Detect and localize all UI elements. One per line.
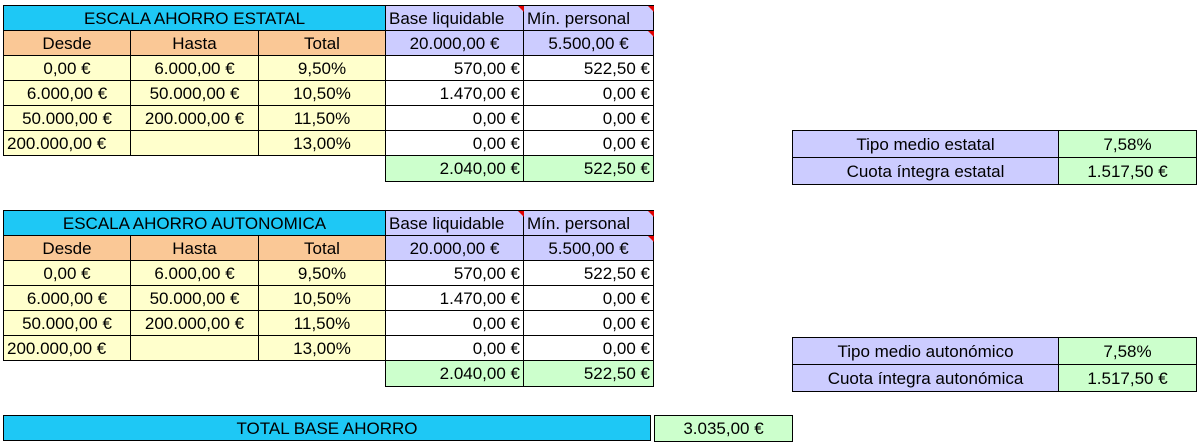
header-cell: Mín. personal <box>523 5 654 31</box>
table-cell: 0,00 € <box>523 130 654 156</box>
table-cell: 522,50 € <box>523 55 654 81</box>
table-cell: 0,00 € <box>385 105 524 131</box>
table-cell: 50.000,00 € <box>130 80 259 106</box>
base-value: 20.000,00 € <box>385 235 524 261</box>
summary-label: Cuota íntegra estatal <box>792 157 1059 185</box>
table-cell: 0,00 € <box>523 80 654 106</box>
table-cell: 0,00 € <box>523 310 654 336</box>
table-cell: 50.000,00 € <box>3 310 131 336</box>
table-cell: 522,50 € <box>523 260 654 286</box>
comment-marker <box>648 31 654 37</box>
grand-total-value: 3.035,00 € <box>654 415 793 442</box>
table-cell: 0,00 € <box>385 310 524 336</box>
comment-marker <box>518 6 524 12</box>
summary-value: 7,58% <box>1058 130 1197 158</box>
table-cell: 50.000,00 € <box>3 105 131 131</box>
table-cell <box>130 130 259 156</box>
comment-marker <box>648 236 654 242</box>
table-cell: 570,00 € <box>385 260 524 286</box>
table-cell: 10,50% <box>258 285 386 311</box>
grand-total-label: TOTAL BASE AHORRO <box>3 415 651 441</box>
comment-marker <box>648 6 654 12</box>
table-cell: 200.000,00 € <box>130 310 259 336</box>
table-cell: 0,00 € <box>3 55 131 81</box>
summary-label: Tipo medio autonómico <box>792 337 1059 365</box>
table-cell: 0,00 € <box>385 335 524 361</box>
table-cell: 6.000,00 € <box>130 260 259 286</box>
comment-marker <box>518 211 524 217</box>
summary-value: 1.517,50 € <box>1058 364 1197 392</box>
comment-marker <box>648 211 654 217</box>
total-cell: 522,50 € <box>523 360 654 387</box>
column-header: Desde <box>3 30 131 56</box>
table-cell: 1.470,00 € <box>385 285 524 311</box>
header-cell: Base liquidable <box>385 5 524 31</box>
table-cell: 200.000,00 € <box>3 130 131 156</box>
table-cell: 200.000,00 € <box>3 335 131 361</box>
table-cell: 50.000,00 € <box>130 285 259 311</box>
summary-value: 1.517,50 € <box>1058 157 1197 185</box>
min-value: 5.500,00 € <box>523 235 654 261</box>
table-cell: 6.000,00 € <box>3 285 131 311</box>
table-title: ESCALA AHORRO AUTONOMICA <box>3 210 386 236</box>
table-cell <box>130 335 259 361</box>
column-header: Hasta <box>130 235 259 261</box>
column-header: Total <box>258 235 386 261</box>
table-cell: 0,00 € <box>3 260 131 286</box>
summary-value: 7,58% <box>1058 337 1197 365</box>
table-cell: 6.000,00 € <box>130 55 259 81</box>
column-header: Desde <box>3 235 131 261</box>
table-title: ESCALA AHORRO ESTATAL <box>3 5 386 31</box>
header-cell: Mín. personal <box>523 210 654 236</box>
table-cell: 13,00% <box>258 335 386 361</box>
total-cell: 2.040,00 € <box>385 155 524 182</box>
summary-label: Tipo medio estatal <box>792 130 1059 158</box>
table-cell: 11,50% <box>258 310 386 336</box>
summary-label: Cuota íntegra autonómica <box>792 364 1059 392</box>
table-cell: 9,50% <box>258 55 386 81</box>
min-value: 5.500,00 € <box>523 30 654 56</box>
column-header: Hasta <box>130 30 259 56</box>
table-cell: 10,50% <box>258 80 386 106</box>
table-cell: 11,50% <box>258 105 386 131</box>
table-cell: 1.470,00 € <box>385 80 524 106</box>
table-cell: 6.000,00 € <box>3 80 131 106</box>
table-cell: 0,00 € <box>385 130 524 156</box>
total-cell: 2.040,00 € <box>385 360 524 387</box>
table-cell: 13,00% <box>258 130 386 156</box>
base-value: 20.000,00 € <box>385 30 524 56</box>
table-cell: 9,50% <box>258 260 386 286</box>
column-header: Total <box>258 30 386 56</box>
table-cell: 200.000,00 € <box>130 105 259 131</box>
header-cell: Base liquidable <box>385 210 524 236</box>
total-cell: 522,50 € <box>523 155 654 182</box>
table-cell: 570,00 € <box>385 55 524 81</box>
table-cell: 0,00 € <box>523 335 654 361</box>
table-cell: 0,00 € <box>523 105 654 131</box>
table-cell: 0,00 € <box>523 285 654 311</box>
